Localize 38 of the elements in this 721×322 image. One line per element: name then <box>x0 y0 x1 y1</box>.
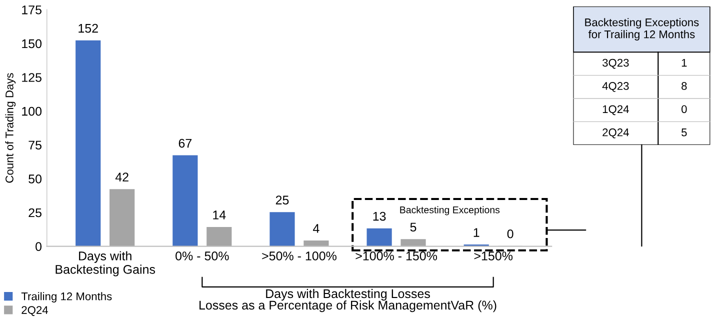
text: Losses as a Percentage of Risk ManagementVaR (%) <box>200 300 496 312</box>
y-tick-label: 150 <box>22 39 42 48</box>
data-label: 25 <box>276 196 289 204</box>
data-label: 42 <box>115 172 128 182</box>
data-label: 5 <box>410 222 416 232</box>
y-tick-label: 25 <box>28 208 42 218</box>
data-label: 152 <box>78 24 98 33</box>
y-tick-label: 100 <box>22 106 42 116</box>
category-label: 1Q24 <box>602 105 629 116</box>
y-axis-title: Count of Trading Days <box>5 73 16 183</box>
annotation: Backtesting Exceptions <box>400 206 500 216</box>
category-label: 3Q23 <box>602 58 629 69</box>
data-label: 4 <box>313 224 320 233</box>
y-tick-label: 0 <box>36 242 42 251</box>
category-label: 2Q24 <box>602 128 629 138</box>
x-tick-label: Days with Backtesting Gains <box>56 251 156 276</box>
data-label: 1 <box>474 228 480 237</box>
data-label: 67 <box>178 138 192 148</box>
text: Days with Backtesting Losses <box>266 288 430 301</box>
data-label: 0 <box>682 105 687 114</box>
y-tick-label: 125 <box>22 73 42 82</box>
data-label: 8 <box>682 82 687 90</box>
data-label: 14 <box>213 210 226 220</box>
data-label: 13 <box>373 212 386 221</box>
x-tick-label: >100% - 150% <box>356 252 438 260</box>
legend-label: 2Q24 <box>22 306 48 316</box>
data-label: 0 <box>507 229 514 238</box>
x-tick-label: >150% <box>474 252 513 260</box>
category-label: 4Q23 <box>602 82 629 92</box>
text: Backtesting Exceptions for Trailing 12 Months <box>585 18 699 40</box>
data-label: 5 <box>682 128 687 136</box>
y-tick-label: 175 <box>22 6 42 14</box>
x-tick-label: 0% - 50% <box>176 252 229 260</box>
x-tick-label: >50% - 100% <box>262 252 336 260</box>
legend-label: Trailing 12 Months <box>21 292 112 302</box>
y-tick-label: 75 <box>28 140 42 150</box>
data-label: 1 <box>682 58 687 67</box>
y-tick-label: 50 <box>28 174 42 184</box>
